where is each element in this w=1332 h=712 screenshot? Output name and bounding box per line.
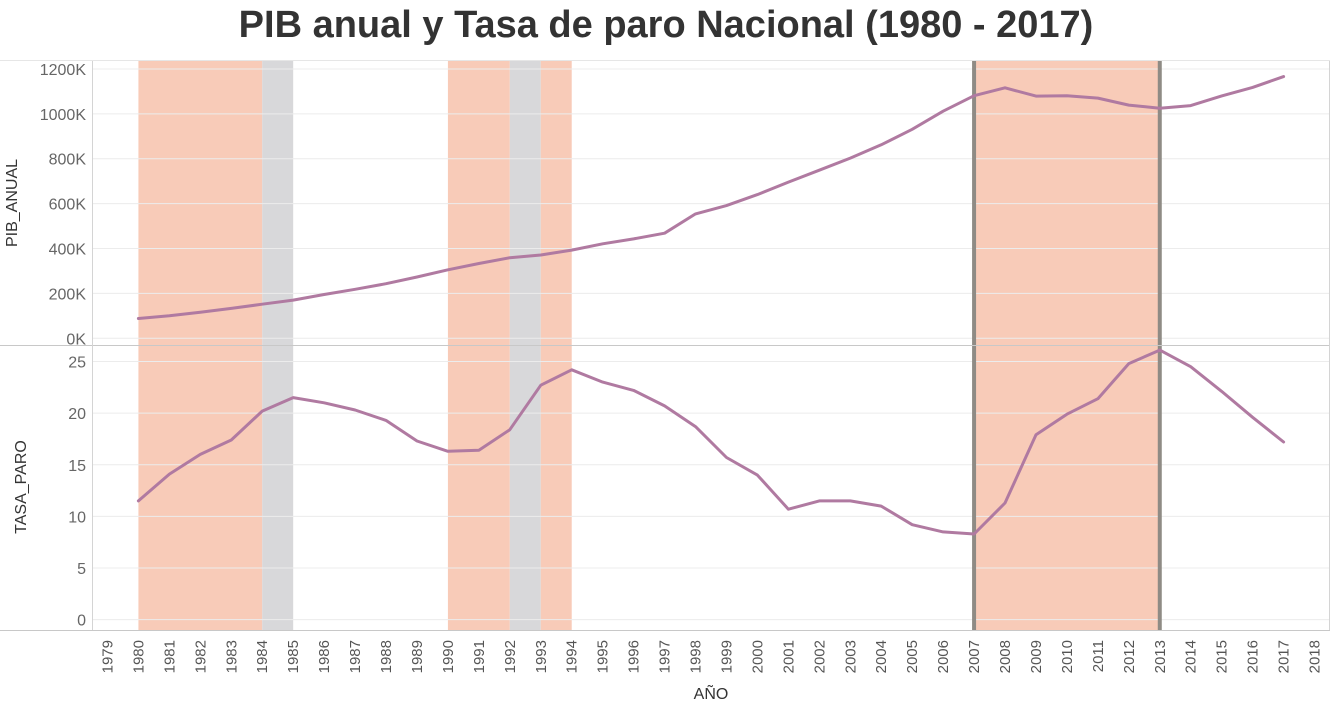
x-tick-label-2010: 2010 (1059, 640, 1076, 673)
x-tick-label-2013: 2013 (1152, 640, 1169, 673)
x-tick-label-2009: 2009 (1028, 640, 1045, 673)
x-tick-label-2000: 2000 (749, 640, 766, 673)
x-tick-label-1997: 1997 (657, 640, 674, 673)
x-tick-label-1988: 1988 (378, 640, 395, 673)
y-tick-label-tasa-paro-3: 15 (68, 458, 86, 475)
y-tick-label-pib-anual-3: 600K (49, 197, 87, 214)
y-tick-label-pib-anual-2: 400K (49, 242, 87, 259)
series-line-tasa-paro (136, 348, 1286, 536)
y-tick-label-pib-anual-5: 1000K (40, 107, 87, 124)
grid-layer (92, 68, 1330, 621)
x-tick-label-2011: 2011 (1090, 640, 1107, 672)
x-tick-label-2008: 2008 (997, 640, 1014, 673)
x-tick-label-1994: 1994 (564, 640, 581, 673)
x-tick-label-2018: 2018 (1307, 640, 1324, 673)
x-tick-label-1996: 1996 (626, 640, 643, 673)
y-tick-label-pib-anual-6: 1200K (40, 62, 87, 79)
x-tick-label-1990: 1990 (440, 640, 457, 673)
y-tick-label-tasa-paro-4: 20 (68, 406, 86, 423)
y-tick-label-tasa-paro-5: 25 (68, 354, 86, 371)
series-layer (136, 75, 1286, 536)
x-tick-label-1984: 1984 (254, 640, 271, 673)
x-tick-label-2007: 2007 (966, 640, 983, 673)
series-line-pib-anual (136, 75, 1286, 320)
x-tick-label-1982: 1982 (192, 640, 209, 673)
x-tick-label-2014: 2014 (1183, 640, 1200, 673)
x-tick-label-1993: 1993 (533, 640, 550, 673)
x-tick-label-1995: 1995 (595, 640, 612, 673)
x-tick-label-1979: 1979 (100, 640, 117, 673)
x-tick-label-1985: 1985 (285, 640, 302, 673)
x-tick-label-2017: 2017 (1276, 640, 1293, 673)
x-tick-label-1989: 1989 (409, 640, 426, 673)
y-tick-label-tasa-paro-1: 5 (77, 561, 86, 578)
ticks-layer: 0K 200K 400K 600K 800K 1000K 1200K 0 5 10 15 20 25 19… (40, 62, 1324, 673)
frame-layer (0, 60, 1330, 631)
x-tick-label-1986: 1986 (316, 640, 333, 673)
y-tick-label-pib-anual-0: 0K (66, 331, 86, 348)
y-tick-label-tasa-paro-0: 0 (77, 613, 86, 630)
y-axis-title-tasa-paro: TASA_PARO (13, 440, 30, 534)
y-tick-label-tasa-paro-2: 10 (68, 509, 86, 526)
x-tick-label-2002: 2002 (811, 640, 828, 673)
y-tick-label-pib-anual-4: 800K (49, 152, 87, 169)
x-tick-label-1998: 1998 (688, 640, 705, 673)
x-tick-label-2005: 2005 (904, 640, 921, 673)
x-tick-label-1981: 1981 (161, 640, 178, 673)
x-tick-label-1991: 1991 (471, 640, 488, 673)
x-tick-label-2001: 2001 (780, 640, 797, 673)
x-tick-label-1999: 1999 (719, 640, 736, 673)
x-tick-label-2012: 2012 (1121, 640, 1138, 673)
x-tick-label-1987: 1987 (347, 640, 364, 673)
x-tick-label-2006: 2006 (935, 640, 952, 673)
y-tick-label-pib-anual-1: 200K (49, 286, 87, 303)
x-tick-label-2016: 2016 (1245, 640, 1262, 673)
chart-title: PIB anual y Tasa de paro Nacional (1980 … (238, 4, 1094, 46)
x-tick-label-2003: 2003 (842, 640, 859, 673)
x-tick-label-1980: 1980 (130, 640, 147, 673)
x-tick-label-2015: 2015 (1214, 640, 1231, 673)
y-axis-title-pib: PIB_ANUAL (4, 159, 21, 247)
x-tick-label-1992: 1992 (502, 640, 519, 673)
x-tick-label-1983: 1983 (223, 640, 240, 673)
x-tick-label-2004: 2004 (873, 640, 890, 673)
x-axis-title: AÑO (694, 683, 729, 703)
